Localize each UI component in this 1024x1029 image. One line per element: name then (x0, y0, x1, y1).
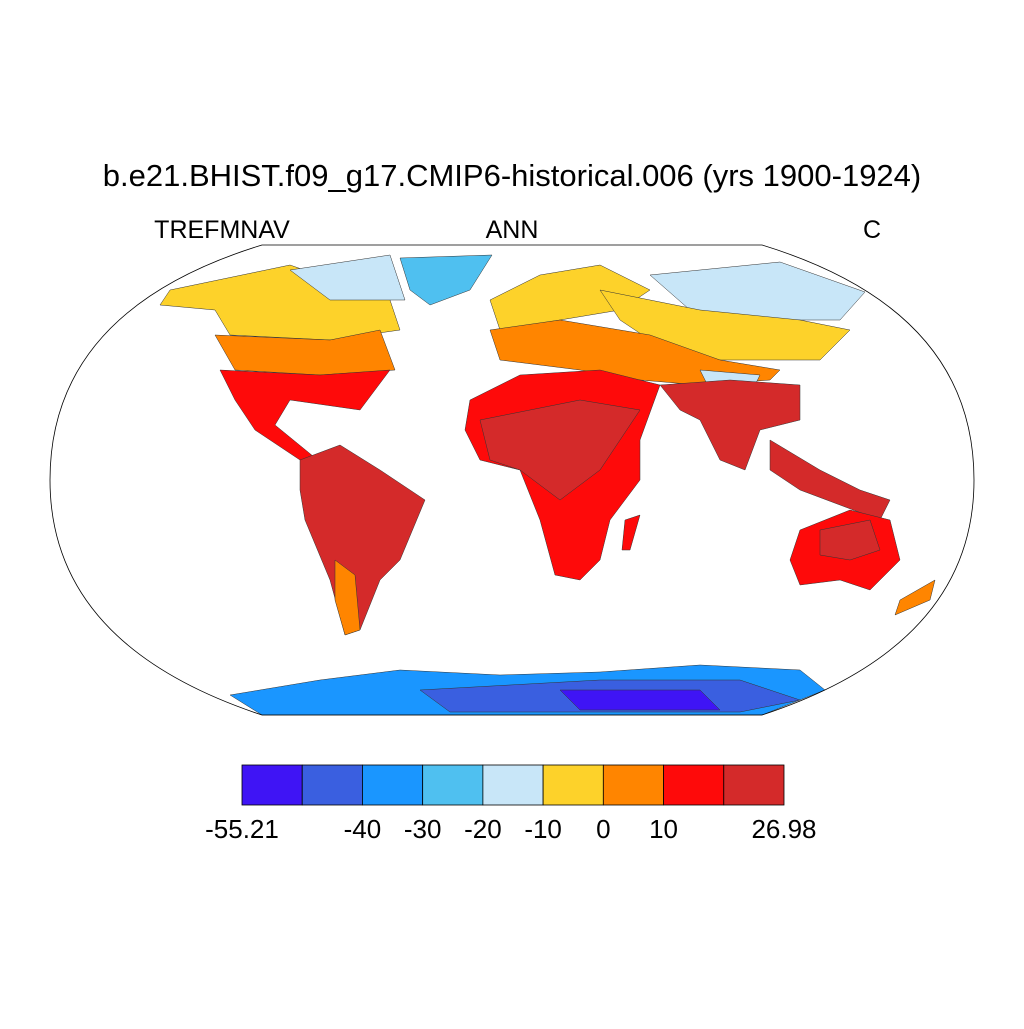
right-label: C (863, 216, 881, 244)
colorbar-label: -55.21 (205, 814, 279, 844)
colorbar-box (602, 764, 664, 806)
colorbar-label: 10 (649, 814, 678, 844)
land-region (299, 444, 426, 636)
colorbar-box (422, 764, 484, 806)
land-region (769, 439, 891, 521)
colorbar-label: -30 (404, 814, 442, 844)
land-region (334, 559, 361, 636)
land-region (489, 319, 781, 386)
colorbar-box (542, 764, 604, 806)
land-region (479, 399, 641, 501)
center-label: ANN (486, 216, 539, 244)
land-region (621, 514, 641, 551)
title: b.e21.BHIST.f09_g17.CMIP6-historical.006… (103, 158, 922, 193)
land-region (219, 369, 391, 471)
land-region (289, 254, 406, 301)
colorbar-label: -40 (344, 814, 382, 844)
left-label: TREFMNAV (154, 216, 290, 244)
colorbar-label: -20 (464, 814, 502, 844)
colorbar-box (301, 764, 363, 806)
colorbar-box (482, 764, 544, 806)
land-region (819, 519, 881, 561)
colorbar-box (723, 764, 785, 806)
colorbar-box (241, 764, 303, 806)
land-region (399, 254, 493, 306)
map (159, 254, 936, 716)
land-region (659, 379, 801, 471)
land-region (559, 689, 721, 711)
map-outline (49, 244, 975, 716)
colorbar-label: 26.98 (751, 814, 816, 844)
colorbar: -55.21 -40 -30 -20 -10 0 10 26.98 (205, 764, 817, 844)
colorbar-label: -10 (524, 814, 562, 844)
colorbar-box (663, 764, 725, 806)
colorbar-label: 0 (596, 814, 610, 844)
land-region (894, 579, 936, 616)
colorbar-box (362, 764, 424, 806)
land-region (214, 329, 396, 376)
